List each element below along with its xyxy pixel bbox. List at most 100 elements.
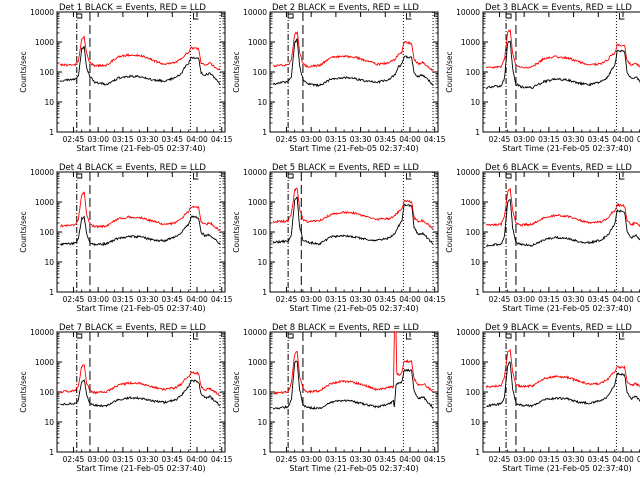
series-events-det-2	[272, 38, 434, 88]
y-tick-label: 1	[475, 288, 480, 297]
marker-flag	[506, 13, 512, 19]
x-tick-label: 03:00	[300, 295, 322, 304]
y-axis-label: Counts/sec	[445, 51, 454, 92]
plot-frame	[56, 171, 226, 293]
marker-flag	[618, 333, 625, 340]
x-axis-label: Start Time (21-Feb-05 02:37:40)	[289, 304, 418, 313]
x-tick-label: 03:00	[513, 135, 535, 144]
x-tick-label: 03:30	[137, 455, 159, 464]
series-events-det-9	[486, 361, 640, 408]
y-tick-label: 10000	[456, 328, 480, 337]
x-tick-label: 04:15	[424, 135, 446, 144]
series-lld-det-9	[485, 348, 640, 389]
y-tick-label: 1	[475, 128, 480, 137]
series-events-det-5	[272, 196, 434, 246]
series-events-det-3	[485, 40, 640, 90]
y-axis-label: Counts/sec	[445, 371, 454, 412]
y-tick-label: 1	[49, 288, 54, 297]
marker-flag	[288, 173, 294, 179]
x-axis-label: Start Time (21-Feb-05 02:37:40)	[76, 144, 205, 153]
series-lld-det-5	[272, 187, 434, 229]
x-axis-label: Start Time (21-Feb-05 02:37:40)	[502, 144, 631, 153]
x-tick-label: 04:15	[424, 295, 446, 304]
series-lld-det-2	[273, 30, 434, 72]
series-lld-det-7	[59, 364, 221, 397]
panel-det-1: 1 10 100 1000 10000 02:45 03:00 03:15 03:30 03:45…	[19, 3, 233, 153]
series-events-det-1	[59, 45, 221, 86]
y-tick-label: 100	[466, 68, 481, 77]
x-tick-label: 03:00	[513, 455, 535, 464]
y-tick-label: 10	[470, 258, 480, 267]
panel-title: Det 8 BLACK = Events, RED = LLD	[272, 323, 419, 333]
y-tick-label: 10	[470, 418, 480, 427]
x-tick-label: 04:00	[186, 295, 208, 304]
y-tick-label: 1000	[35, 358, 54, 367]
marker-flag	[192, 333, 199, 340]
y-tick-label: 1000	[35, 38, 54, 47]
x-axis-label: Start Time (21-Feb-05 02:37:40)	[502, 464, 631, 473]
x-tick-label: 03:15	[538, 135, 560, 144]
x-tick-label: 03:30	[350, 135, 372, 144]
series-lld-det-1	[59, 35, 221, 71]
y-tick-label: 10	[257, 98, 267, 107]
x-tick-label: 02:45	[489, 135, 511, 144]
x-tick-label: 02:45	[489, 455, 511, 464]
y-tick-label: 1000	[461, 358, 480, 367]
x-tick-label: 03:45	[374, 295, 396, 304]
x-tick-label: 04:15	[211, 135, 233, 144]
y-tick-label: 100	[40, 228, 55, 237]
plot-frame	[56, 11, 226, 133]
y-tick-label: 10	[44, 418, 54, 427]
x-tick-label: 03:15	[112, 455, 134, 464]
y-tick-label: 1	[262, 288, 267, 297]
x-tick-label: 03:15	[112, 295, 134, 304]
series-events-det-7	[59, 379, 221, 408]
x-tick-label: 02:45	[489, 295, 511, 304]
x-tick-label: 03:45	[374, 455, 396, 464]
x-axis-label: Start Time (21-Feb-05 02:37:40)	[289, 144, 418, 153]
y-tick-label: 10000	[243, 168, 267, 177]
panel-title: Det 2 BLACK = Events, RED = LLD	[272, 3, 419, 13]
plot-frame	[56, 331, 226, 453]
y-tick-label: 10	[44, 98, 54, 107]
y-axis-label: Counts/sec	[445, 211, 454, 252]
x-tick-label: 04:15	[637, 455, 640, 464]
x-tick-label: 02:45	[276, 135, 298, 144]
y-tick-label: 1	[262, 128, 267, 137]
x-tick-label: 04:15	[424, 455, 446, 464]
x-tick-label: 04:00	[186, 135, 208, 144]
y-axis-label: Counts/sec	[19, 211, 28, 252]
y-tick-label: 1000	[248, 198, 267, 207]
x-tick-label: 03:15	[538, 295, 560, 304]
y-tick-label: 1	[262, 448, 267, 457]
y-tick-label: 10000	[30, 168, 54, 177]
x-tick-label: 03:45	[587, 295, 609, 304]
x-tick-label: 03:00	[87, 135, 109, 144]
panel-title: Det 9 BLACK = Events, RED = LLD	[485, 323, 632, 333]
x-tick-label: 04:00	[399, 455, 421, 464]
x-tick-label: 03:30	[137, 135, 159, 144]
x-tick-label: 03:45	[161, 455, 183, 464]
y-tick-label: 10	[257, 258, 267, 267]
panel-det-9: 1 10 100 1000 10000 02:45 03:00 03:15 03:30 03:45…	[445, 323, 640, 473]
x-tick-label: 03:15	[112, 135, 134, 144]
y-axis-label: Counts/sec	[232, 371, 241, 412]
y-tick-label: 10000	[243, 328, 267, 337]
x-axis-label: Start Time (21-Feb-05 02:37:40)	[502, 304, 631, 313]
x-tick-label: 04:15	[637, 295, 640, 304]
x-tick-label: 03:00	[300, 135, 322, 144]
x-tick-label: 03:30	[563, 295, 585, 304]
x-tick-label: 03:30	[137, 295, 159, 304]
panel-det-8: 1 10 100 1000 10000 02:45 03:00 03:15 03:30 03:45…	[232, 323, 446, 473]
series-events-det-4	[59, 215, 221, 247]
y-tick-label: 100	[253, 388, 268, 397]
marker-flag	[618, 173, 625, 180]
y-tick-label: 10	[470, 98, 480, 107]
marker-flag	[618, 13, 625, 20]
x-tick-label: 04:00	[612, 295, 634, 304]
y-tick-label: 1000	[35, 198, 54, 207]
marker-flag	[405, 173, 412, 180]
y-tick-label: 100	[466, 228, 481, 237]
x-tick-label: 03:30	[350, 295, 372, 304]
panel-det-7: 1 10 100 1000 10000 02:45 03:00 03:15 03:30 03:45…	[19, 323, 233, 473]
